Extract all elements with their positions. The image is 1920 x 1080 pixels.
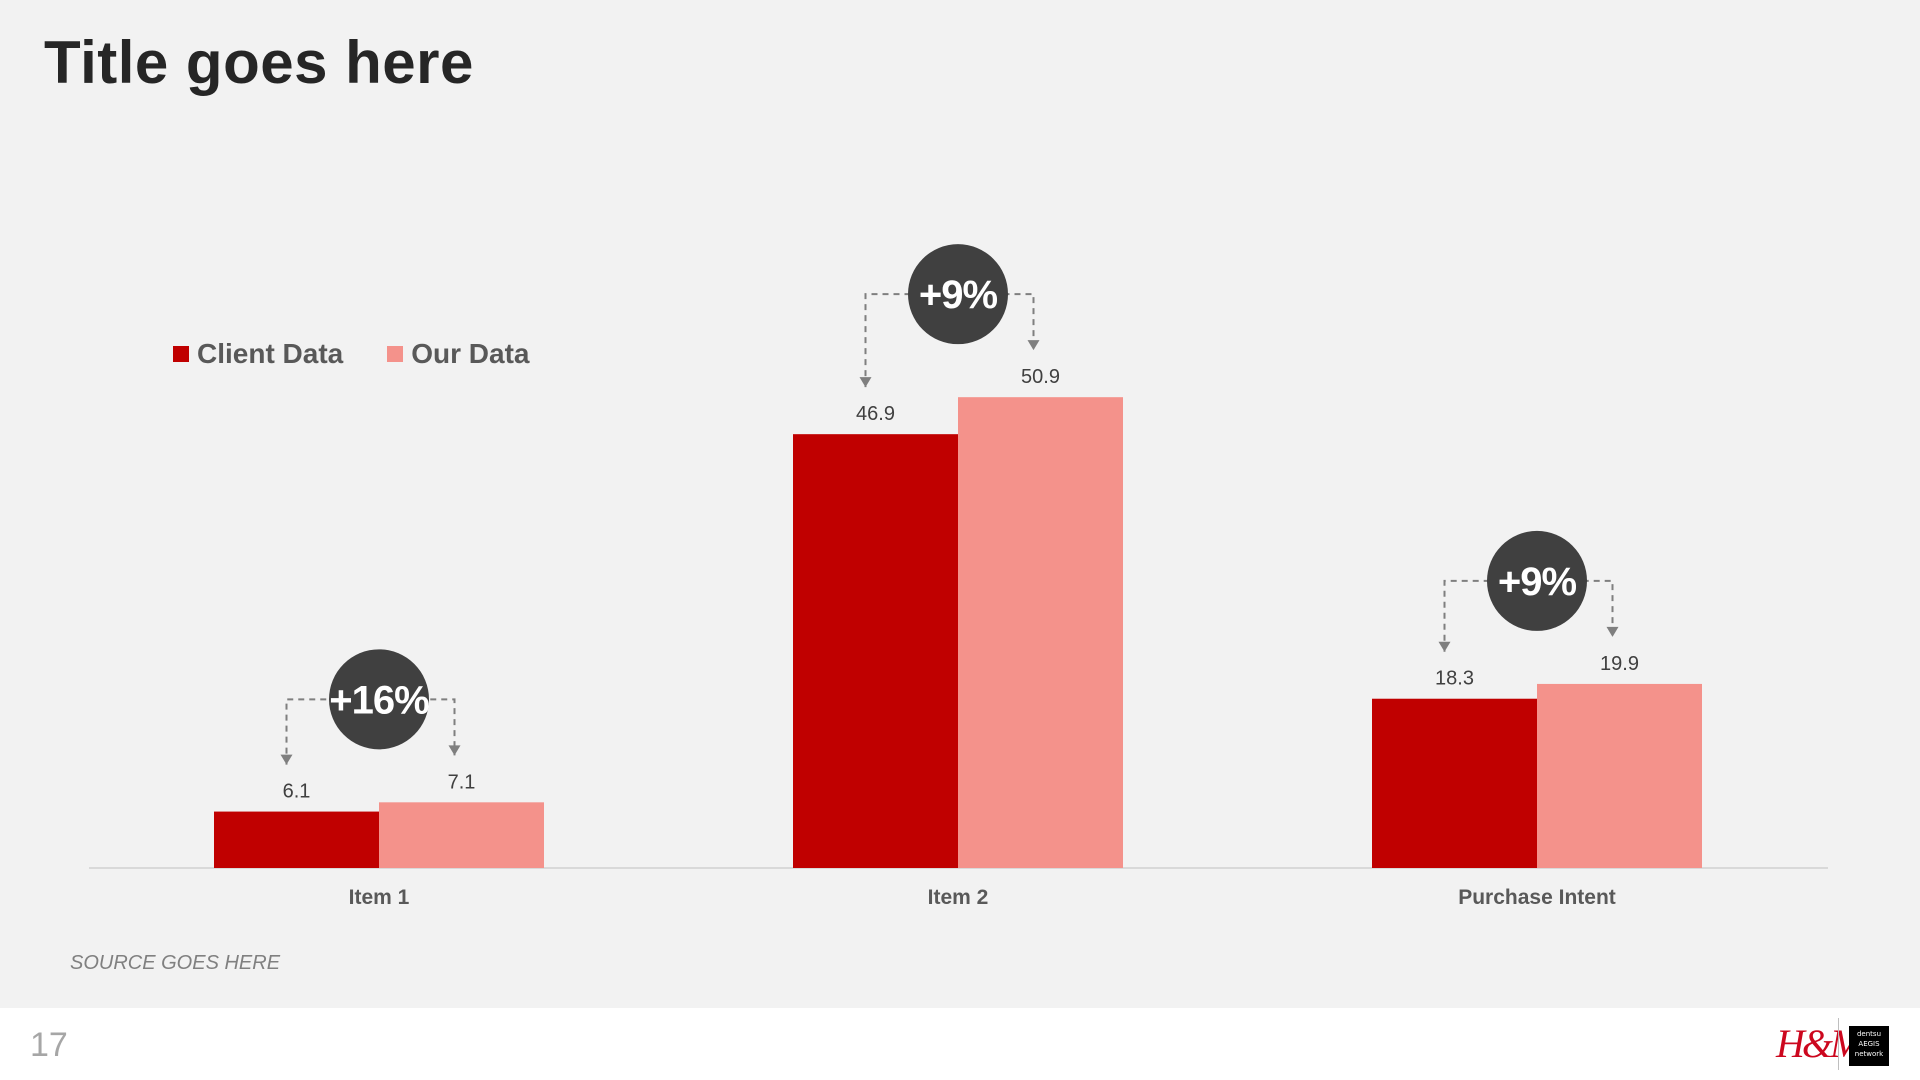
chart-legend: Client Data Our Data [173,338,530,370]
category-label: Item 1 [349,886,410,909]
page-number: 17 [30,1026,68,1064]
hm-logo: H&M [1776,1021,1863,1066]
bar-client [214,811,379,868]
data-label: 19.9 [1600,653,1639,675]
bar-ours [958,397,1123,868]
agency-logo: dentsu AEGIS network [1849,1026,1889,1066]
data-label: 18.3 [1435,668,1474,690]
legend-item-ours: Our Data [387,338,530,370]
change-badge [1487,530,1587,631]
data-label: 46.9 [856,403,895,425]
change-badge-label: +9% [919,273,998,317]
legend-swatch-ours [387,346,404,362]
bar-ours [379,802,544,868]
category-label: Purchase Intent [1458,886,1616,909]
legend-label-ours: Our Data [411,338,530,369]
bar-client [1372,698,1537,868]
slide-title: Title goes here [44,29,474,96]
agency-logo-line: dentsu [1856,1030,1881,1038]
legend-swatch-client [173,346,189,362]
legend-label-client: Client Data [197,338,344,369]
data-label: 7.1 [448,771,476,793]
arrow-head [1438,641,1451,652]
data-label: 6.1 [283,781,311,803]
category-label: Item 2 [928,886,989,909]
arrow-head [448,745,461,756]
footer-bar: 17 H&M dentsu AEGIS network [0,1008,1920,1080]
source-note: SOURCE GOES HERE [70,952,281,974]
legend-item-client: Client Data [173,338,343,370]
change-badge-label: +16% [329,678,429,722]
agency-logo-line: network [1854,1050,1884,1058]
bar-client [793,434,958,868]
logo-divider [1838,1018,1839,1070]
arrow-head [859,377,872,388]
arrow-head [280,754,293,765]
change-badge [329,649,429,750]
bar-chart: 6.1 7.1 Item 1 +16% 46.9 50.9 Item 2 +9% 18.3 19.… [89,244,1828,909]
bar-ours [1537,683,1702,868]
data-label: 50.9 [1021,366,1060,388]
change-badge [908,244,1008,345]
arrow-head [1606,626,1619,637]
arrow-head [1027,340,1040,351]
agency-logo-line: AEGIS [1858,1040,1880,1048]
change-badge-label: +9% [1498,560,1577,604]
